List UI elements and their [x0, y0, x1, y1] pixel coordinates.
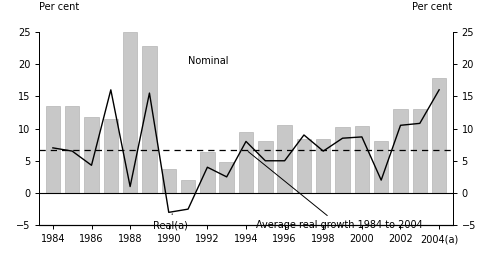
Bar — [316, 139, 331, 193]
Bar — [277, 125, 292, 193]
Bar — [65, 106, 79, 193]
Bar — [200, 152, 215, 193]
Text: Real(a): Real(a) — [154, 214, 188, 230]
Bar — [336, 127, 350, 193]
Bar — [297, 139, 311, 193]
Bar — [46, 106, 60, 193]
Bar — [432, 78, 446, 193]
Bar — [142, 46, 156, 193]
Bar — [258, 141, 273, 193]
Text: Average real growth 1984 to 2004: Average real growth 1984 to 2004 — [248, 152, 423, 230]
Bar — [123, 32, 137, 193]
Bar — [413, 109, 427, 193]
Bar — [393, 109, 408, 193]
Bar — [161, 169, 176, 193]
Text: Per cent: Per cent — [412, 2, 453, 12]
Bar — [84, 117, 99, 193]
Text: Per cent: Per cent — [39, 2, 80, 12]
Bar — [181, 180, 195, 193]
Bar — [374, 141, 388, 193]
Bar — [355, 126, 369, 193]
Bar — [219, 162, 234, 193]
Bar — [239, 132, 253, 193]
Bar — [104, 119, 118, 193]
Text: Nominal: Nominal — [188, 56, 229, 66]
